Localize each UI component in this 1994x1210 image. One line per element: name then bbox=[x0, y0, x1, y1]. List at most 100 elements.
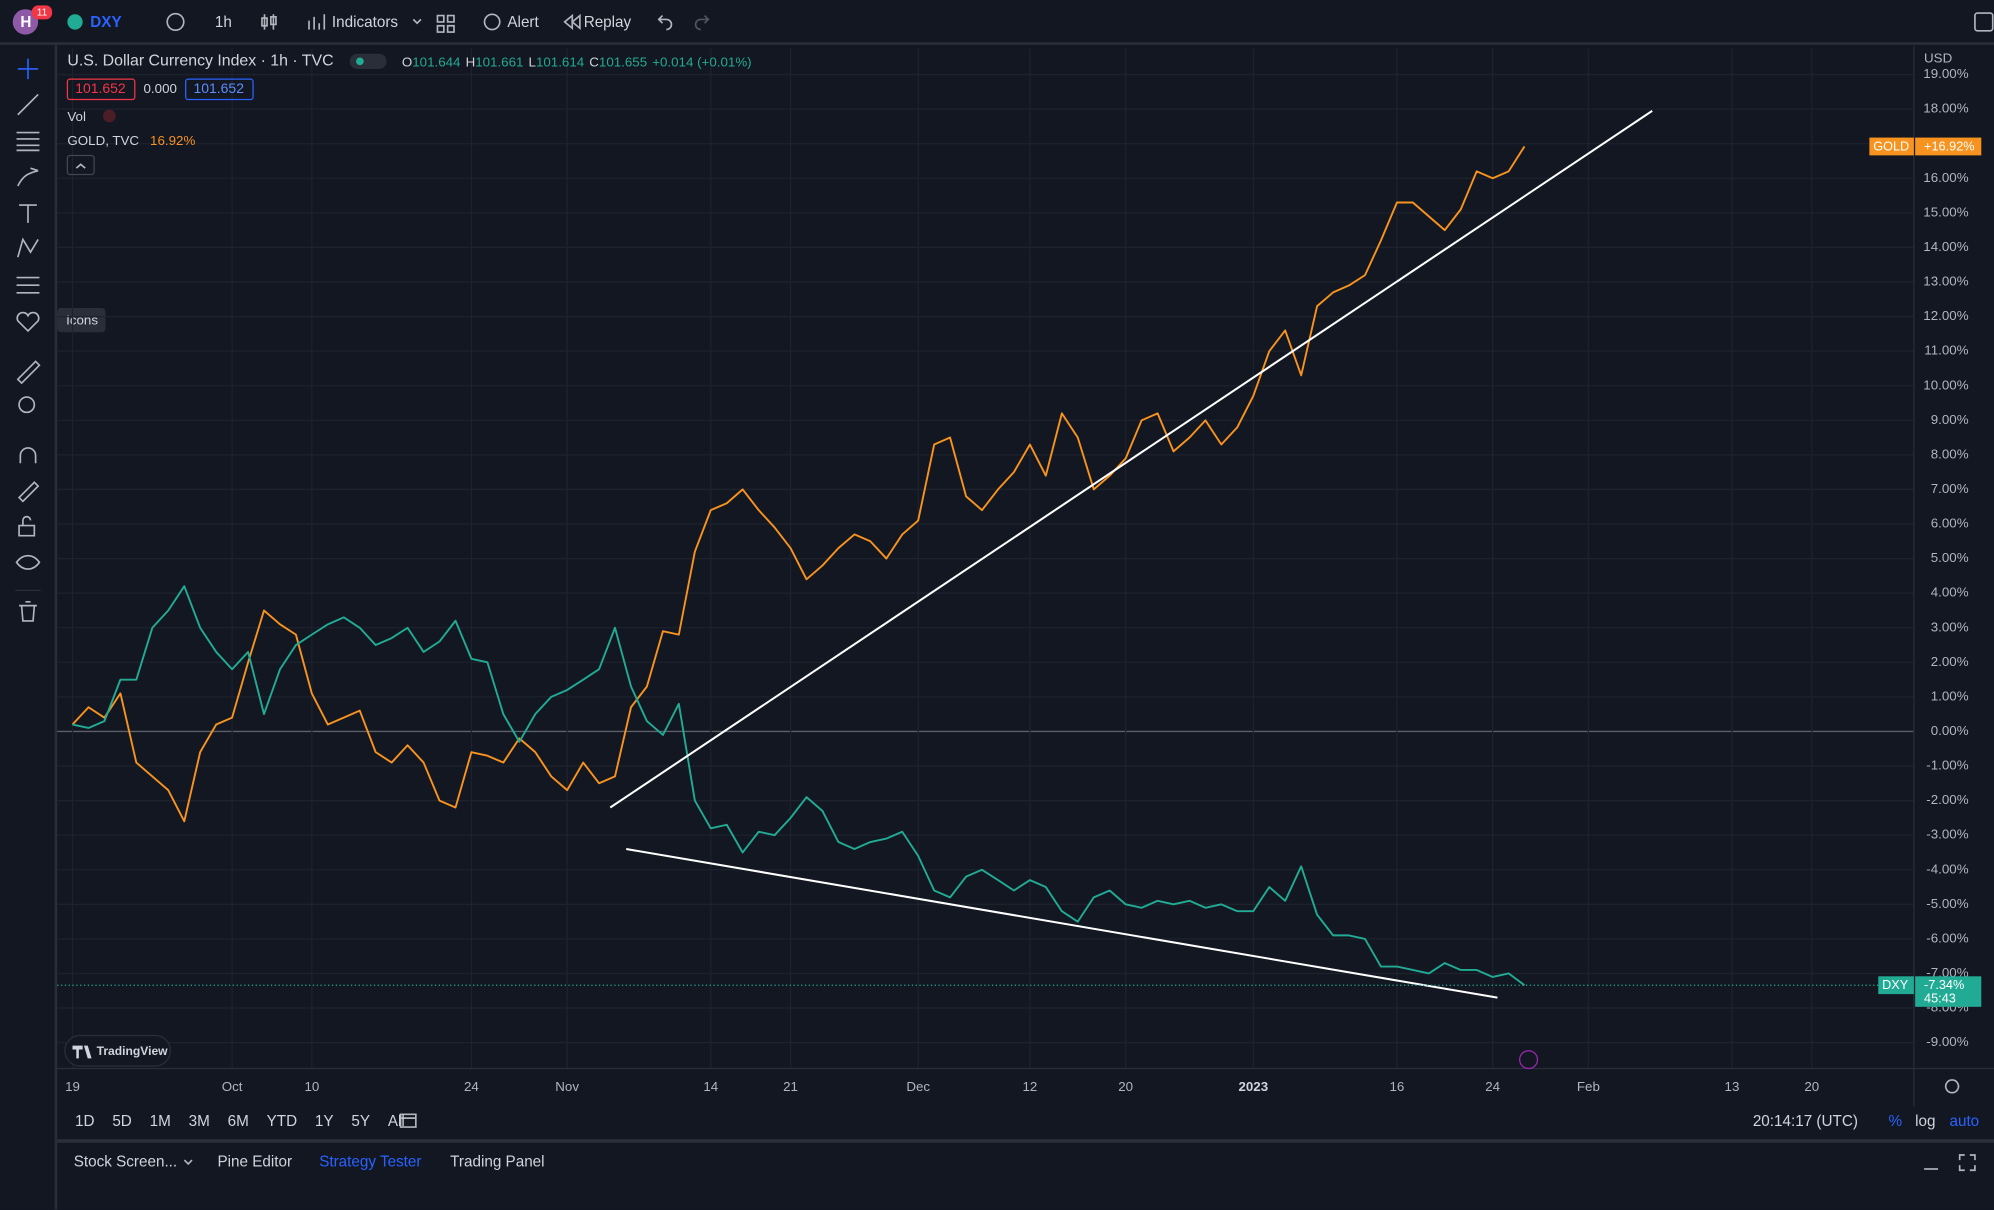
layout[interactable] bbox=[436, 14, 455, 33]
alert-icon bbox=[483, 13, 501, 31]
watermark-text: TradingView bbox=[97, 1044, 169, 1058]
range-button[interactable]: 1D bbox=[75, 1113, 95, 1130]
collapse-legend[interactable] bbox=[66, 154, 95, 176]
percent-scale[interactable]: % bbox=[1888, 1113, 1902, 1130]
avatar[interactable] bbox=[12, 9, 39, 35]
range-button[interactable]: 1Y bbox=[315, 1113, 334, 1130]
trend-line[interactable] bbox=[609, 110, 1653, 809]
y-tick-label: 8.00% bbox=[1931, 446, 1969, 461]
y-tick-label: 15.00% bbox=[1923, 204, 1968, 219]
undo[interactable] bbox=[657, 14, 673, 31]
x-tick-label: 14 bbox=[703, 1079, 718, 1094]
pattern-tool[interactable] bbox=[17, 237, 39, 258]
range-button[interactable]: YTD bbox=[267, 1113, 298, 1130]
date-range[interactable] bbox=[399, 1113, 417, 1128]
ask-box[interactable] bbox=[185, 78, 254, 101]
trend-line-tool[interactable] bbox=[17, 93, 39, 116]
clock: 20:14:17 (UTC) bbox=[1753, 1113, 1858, 1130]
market-status bbox=[356, 57, 364, 66]
y-tick-label: -1.00% bbox=[1926, 758, 1968, 773]
legend: U.S. Dollar Currency Index · 1h · TVC O1… bbox=[66, 53, 752, 176]
fib-tool[interactable] bbox=[16, 131, 40, 152]
dropdown[interactable] bbox=[183, 1159, 193, 1166]
range-button[interactable]: 6M bbox=[228, 1113, 249, 1130]
y-tick-label: -5.00% bbox=[1926, 896, 1968, 911]
crosshair[interactable] bbox=[17, 58, 39, 80]
legend-title: U.S. Dollar Currency Index · 1h · TVC bbox=[67, 53, 333, 70]
collapse-arrow bbox=[75, 163, 86, 169]
tab[interactable]: Stock Screen... bbox=[74, 1154, 177, 1171]
drawing-toolbar: Icons bbox=[15, 43, 106, 1210]
prediction-tool[interactable] bbox=[16, 276, 40, 294]
series-line bbox=[71, 145, 1526, 823]
zoom[interactable] bbox=[18, 396, 36, 414]
x-tick-label: Dec bbox=[906, 1079, 930, 1094]
y-tick-label: 10.00% bbox=[1923, 377, 1968, 392]
range-button[interactable]: All bbox=[388, 1113, 405, 1130]
x-tick-label: 20 bbox=[1804, 1079, 1819, 1094]
range-button[interactable]: 1M bbox=[150, 1113, 171, 1130]
events-icon[interactable] bbox=[1519, 1050, 1539, 1070]
log-scale[interactable]: log bbox=[1915, 1113, 1935, 1130]
watermark: TradingView bbox=[64, 1034, 172, 1067]
last-value-badge bbox=[1915, 976, 1982, 1007]
icons-tool[interactable] bbox=[16, 311, 40, 333]
symbol-icon bbox=[67, 14, 83, 30]
tab[interactable]: Pine Editor bbox=[217, 1154, 292, 1171]
interval[interactable]: 1h bbox=[215, 14, 232, 31]
tab-active[interactable]: Strategy Tester bbox=[319, 1154, 421, 1171]
status-pill bbox=[349, 53, 387, 69]
x-tick-label: 16 bbox=[1389, 1079, 1404, 1094]
range-button[interactable]: 5D bbox=[112, 1113, 132, 1130]
symbol[interactable]: DXY bbox=[90, 14, 121, 31]
text-tool[interactable] bbox=[19, 204, 37, 223]
avatar-letter: H bbox=[20, 14, 31, 31]
dropdown[interactable] bbox=[412, 18, 422, 25]
indicators[interactable]: Indicators bbox=[332, 14, 398, 31]
notification-badge bbox=[31, 5, 53, 20]
x-tick-label: 24 bbox=[1485, 1079, 1500, 1094]
y-tick-label: -2.00% bbox=[1926, 792, 1968, 807]
spread: 0.000 bbox=[144, 81, 177, 96]
tooltip bbox=[57, 308, 106, 333]
settings[interactable] bbox=[1944, 1079, 1960, 1094]
bottom-tabs: Stock Screen... Pine Editor Strategy Tes… bbox=[74, 1154, 1976, 1172]
range-button[interactable]: 3M bbox=[189, 1113, 210, 1130]
bid-box[interactable] bbox=[66, 78, 136, 101]
add-symbol[interactable] bbox=[166, 12, 185, 32]
bid: 101.652 bbox=[75, 80, 126, 96]
x-tick-label: 20 bbox=[1118, 1079, 1133, 1094]
redo[interactable] bbox=[694, 14, 710, 31]
compare-value: 16.92% bbox=[150, 133, 195, 148]
y-tick-label: 7.00% bbox=[1931, 481, 1969, 496]
maximize[interactable] bbox=[1958, 1154, 1976, 1172]
series-badge bbox=[1869, 137, 1914, 156]
series-line bbox=[72, 585, 1526, 986]
chart-type[interactable] bbox=[261, 14, 277, 30]
magnet[interactable] bbox=[19, 447, 37, 464]
panel-toggle[interactable] bbox=[1974, 12, 1994, 32]
y-tick-label: 14.00% bbox=[1923, 239, 1968, 254]
brush-tool[interactable] bbox=[17, 167, 39, 187]
last-value-label: -7.34% bbox=[1924, 977, 1964, 992]
compare-symbol: GOLD, TVC bbox=[67, 133, 139, 148]
tab[interactable]: Trading Panel bbox=[450, 1154, 544, 1171]
currency[interactable]: USD bbox=[1924, 50, 1952, 65]
x-tick-label: Nov bbox=[555, 1079, 579, 1094]
y-tick-label: 16.00% bbox=[1923, 170, 1968, 185]
x-tick-label: 24 bbox=[464, 1079, 479, 1094]
x-tick-label: 19 bbox=[65, 1079, 80, 1094]
top-toolbar: H 11 DXY 1h Indicators Alert Replay bbox=[0, 5, 1994, 45]
y-tick-label: 3.00% bbox=[1931, 619, 1969, 634]
last-value-badge bbox=[1915, 137, 1982, 156]
delete[interactable] bbox=[19, 600, 37, 622]
lock[interactable] bbox=[18, 515, 36, 537]
auto-scale[interactable]: auto bbox=[1949, 1113, 1979, 1130]
visibility[interactable] bbox=[15, 554, 41, 570]
replay[interactable]: Replay bbox=[584, 14, 632, 31]
alert[interactable]: Alert bbox=[507, 14, 539, 31]
stay-drawing[interactable] bbox=[17, 481, 40, 503]
trend-line[interactable] bbox=[626, 847, 1498, 999]
range-button[interactable]: 5Y bbox=[351, 1113, 370, 1130]
ruler[interactable] bbox=[16, 360, 41, 385]
